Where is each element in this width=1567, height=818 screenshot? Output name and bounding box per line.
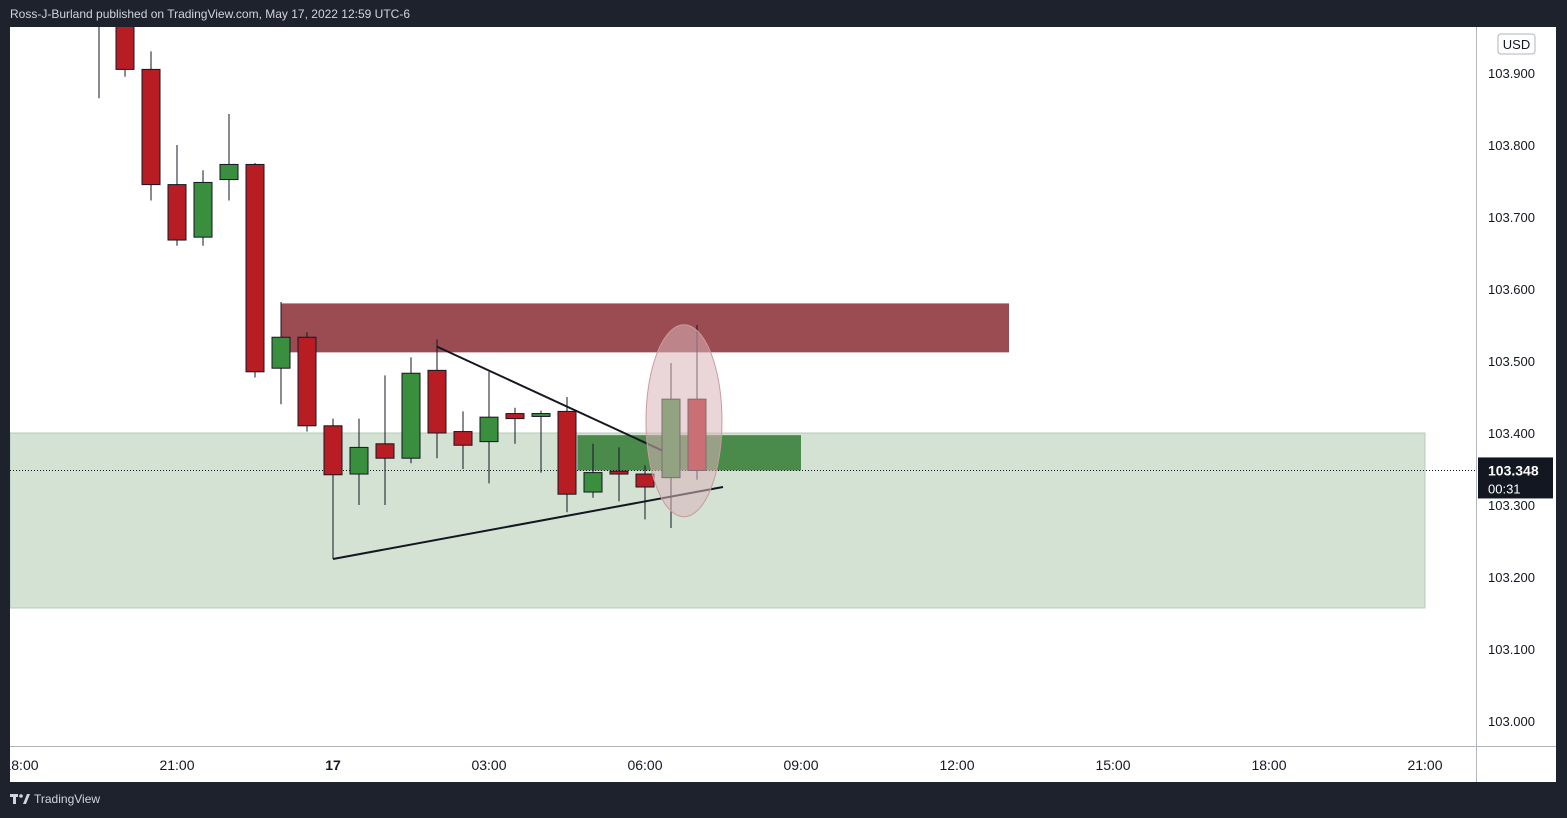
candle-body <box>427 369 447 434</box>
y-tick-label: 103.100 <box>1488 642 1535 657</box>
candle <box>453 411 473 469</box>
x-tick-label: 09:00 <box>783 757 818 773</box>
countdown-value: 00:31 <box>1488 481 1521 496</box>
x-tick-label: 06:00 <box>627 757 662 773</box>
candle <box>98 27 100 99</box>
x-tick-label: 18:00 <box>1251 757 1286 773</box>
candle-body <box>375 443 395 459</box>
candle-body <box>505 413 525 420</box>
candle <box>479 371 499 484</box>
lines-layer <box>10 345 1476 560</box>
y-tick-label: 103.000 <box>1488 714 1535 729</box>
candle <box>167 145 187 246</box>
candle-body <box>245 163 265 373</box>
candle <box>531 410 551 473</box>
y-tick-label: 103.900 <box>1488 66 1535 81</box>
candle <box>193 170 213 246</box>
candle-body <box>479 416 499 443</box>
candle <box>349 418 369 505</box>
publisher-line: Ross-J-Burland published on TradingView.… <box>10 7 410 21</box>
x-tick-label: 21:00 <box>1407 757 1442 773</box>
candle-body <box>635 473 655 488</box>
x-tick-label: 21:00 <box>159 757 194 773</box>
y-tick-label: 103.200 <box>1488 570 1535 585</box>
candle <box>141 51 161 201</box>
candle <box>271 301 291 405</box>
y-tick-label: 103.800 <box>1488 138 1535 153</box>
candle <box>557 397 577 513</box>
x-tick-label: 15:00 <box>1095 757 1130 773</box>
chart-frame[interactable]: 103.900 103.800 103.700 103.600 103.500 103.4… <box>10 27 1556 782</box>
footer-brand: TradingView <box>34 792 101 806</box>
candle <box>505 407 525 444</box>
candle <box>115 27 135 77</box>
candle <box>401 357 421 464</box>
y-tick-label: 103.400 <box>1488 426 1535 441</box>
chart-svg[interactable]: 103.900 103.800 103.700 103.600 103.500 103.4… <box>10 27 1556 782</box>
candle-body <box>219 163 239 181</box>
currency-text: USD <box>1503 37 1530 52</box>
highlight-ellipse <box>645 324 723 518</box>
candle-body <box>271 336 291 369</box>
candle-body <box>401 372 421 459</box>
tradingview-logo-icon <box>10 794 30 804</box>
candle-body <box>115 27 135 70</box>
upper-trendline <box>436 345 672 456</box>
candle-body <box>193 181 213 238</box>
candle-body <box>349 446 369 475</box>
candle <box>375 375 395 505</box>
x-tick-label: 18:00 <box>10 757 39 773</box>
candle-body <box>583 472 603 493</box>
x-tick-label: 12:00 <box>939 757 974 773</box>
y-tick-label: 103.700 <box>1488 210 1535 225</box>
lower-trendline <box>332 486 724 560</box>
currency-box <box>1497 33 1536 55</box>
candle-body <box>609 470 629 475</box>
candle-body <box>141 68 161 186</box>
last-price-tag-bg <box>1478 457 1553 499</box>
axes-layer: 103.900 103.800 103.700 103.600 103.500 103.4… <box>10 27 1556 782</box>
footer: TradingView <box>10 792 100 806</box>
candle-body <box>557 410 577 495</box>
currency-label: USD <box>1497 33 1536 55</box>
last-price-tag: 103.348 00:31 <box>1478 457 1553 499</box>
candle-body <box>453 431 473 446</box>
candle <box>427 339 447 459</box>
overlay-layer <box>645 324 723 518</box>
candle <box>297 332 317 432</box>
y-tick-label: 103.300 <box>1488 498 1535 513</box>
candle-body <box>531 413 551 417</box>
candle <box>583 443 603 498</box>
y-tick-label: 103.500 <box>1488 354 1535 369</box>
candle-body <box>297 336 317 427</box>
x-tick-label: 03:00 <box>471 757 506 773</box>
y-tick-label: 103.600 <box>1488 282 1535 297</box>
candle <box>219 114 239 201</box>
candle-body <box>167 184 187 241</box>
x-tick-label: 17 <box>325 757 341 773</box>
candle <box>323 418 343 559</box>
resistance-zone <box>281 303 1009 353</box>
candle-body <box>323 425 343 476</box>
last-price-value: 103.348 <box>1488 462 1539 478</box>
candle <box>609 447 629 502</box>
candle <box>245 163 265 378</box>
